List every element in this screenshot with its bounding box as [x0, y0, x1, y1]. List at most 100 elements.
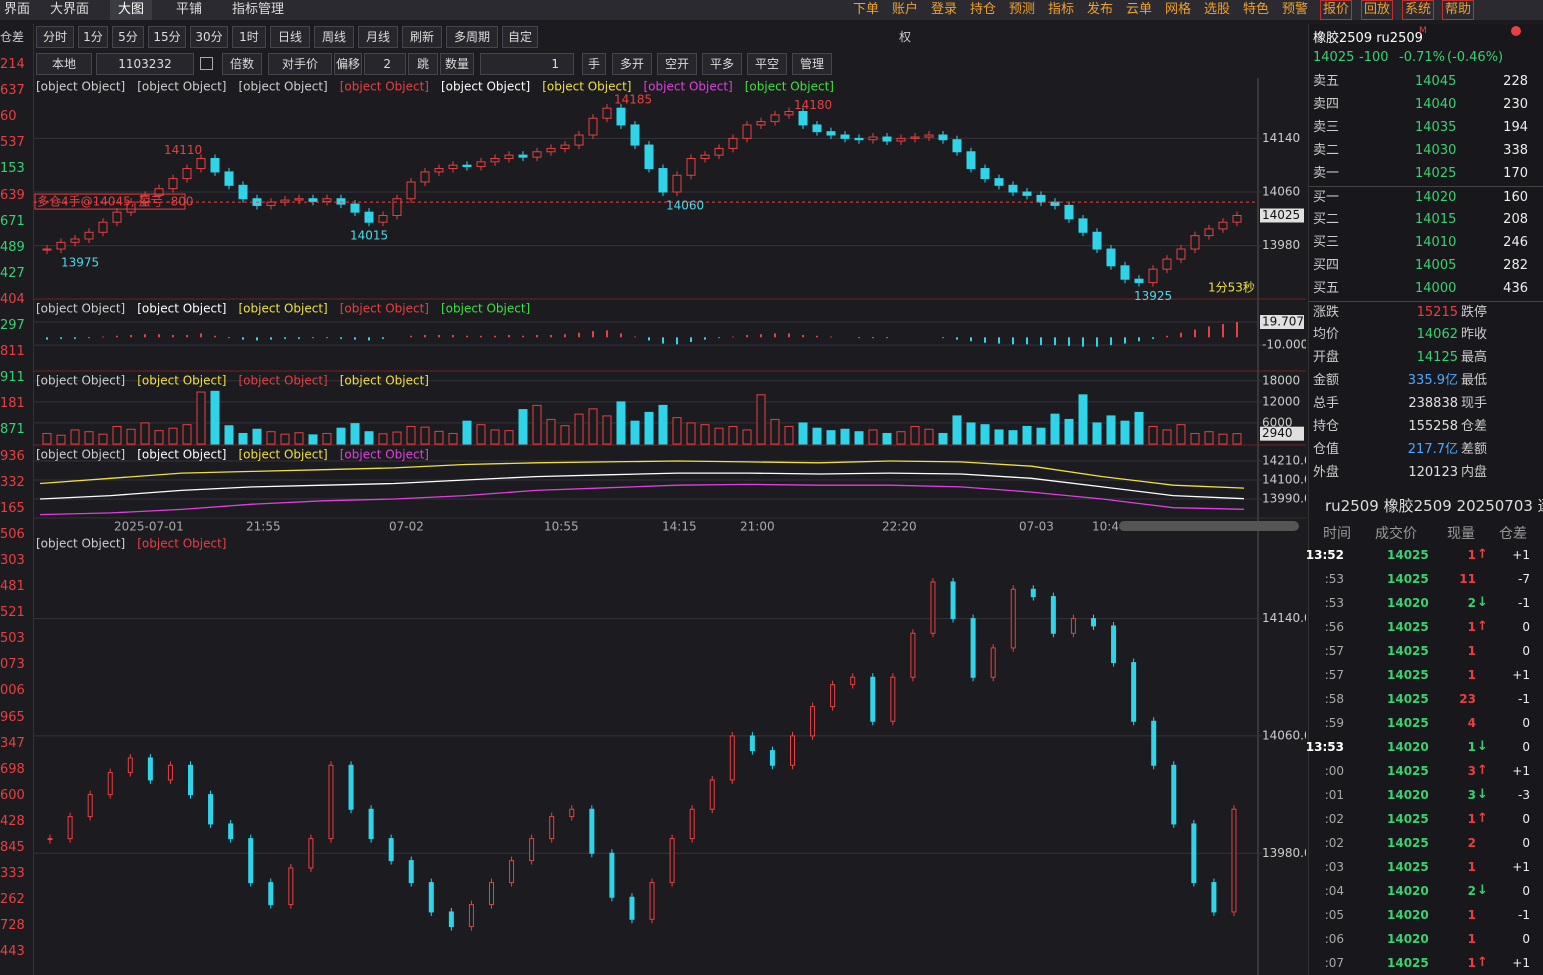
candle [966, 151, 976, 170]
time-label: 22:20 [882, 520, 917, 534]
order-field[interactable]: 对手价 [268, 53, 332, 75]
menu-item[interactable]: 账户 [892, 2, 919, 17]
menu-item[interactable]: 选股 [1204, 2, 1231, 17]
candle [1111, 625, 1117, 664]
left-value: 165 [0, 500, 25, 516]
candle [1162, 258, 1172, 270]
period-button[interactable]: 5分 [112, 26, 144, 48]
order-field[interactable]: 手 [582, 53, 606, 75]
tick-row: :06 14020 1 0 [1309, 928, 1543, 950]
tick-diff: +1 [1512, 548, 1530, 562]
period-button[interactable]: 自定 [502, 26, 538, 48]
menu-item[interactable]: 登录 [931, 2, 958, 17]
menu-item[interactable]: 持仓 [970, 2, 997, 17]
order-button[interactable]: 多开 [612, 53, 652, 75]
candle [549, 816, 555, 840]
tick-arrow: ↑ [1477, 547, 1488, 562]
quote-pct: -0.71% [1399, 50, 1445, 65]
menu-tab[interactable]: 界面 [4, 2, 31, 17]
book-price: 14020 [1415, 190, 1457, 205]
volume-bar [1232, 433, 1242, 445]
volume-bar [966, 422, 976, 445]
left-value: 332 [0, 474, 25, 490]
volume-bar [532, 404, 542, 445]
menu-item[interactable]: 发布 [1087, 2, 1114, 17]
menu-tab[interactable]: 平铺 [176, 2, 203, 17]
order-field[interactable]: 1103232 [96, 53, 194, 75]
tick-row: :02 14025 2 0 [1309, 832, 1543, 854]
period-button[interactable]: 1分 [78, 26, 108, 48]
menu-item[interactable]: 网格 [1165, 2, 1192, 17]
volume-bar [784, 425, 794, 445]
stat-value: 120123 [1408, 465, 1458, 480]
left-value: 537 [0, 135, 25, 151]
y-tick-label: 14060.0 [1262, 728, 1306, 742]
candle [322, 198, 332, 202]
menu-tab[interactable]: 大图 [110, 0, 153, 20]
menu-item[interactable]: 预警 [1282, 2, 1309, 17]
volume-bar [924, 428, 934, 445]
candle [616, 107, 626, 126]
order-button[interactable]: 平空 [747, 53, 787, 75]
y-tick-label: 13980 [1262, 238, 1300, 252]
period-button[interactable]: 1时 [232, 26, 266, 48]
tick-time: :53 [1324, 572, 1344, 586]
candle [448, 911, 454, 928]
period-button[interactable]: 30分 [190, 26, 228, 48]
order-field[interactable]: 本地 [36, 53, 92, 75]
stat-label: 持仓 [1313, 419, 1340, 434]
book-label: 卖三 [1313, 120, 1340, 135]
adjust-button[interactable]: 权 [899, 30, 912, 44]
book-label: 买五 [1313, 281, 1340, 296]
order-button[interactable]: 平多 [702, 53, 742, 75]
candle [1050, 201, 1060, 206]
menu-item[interactable]: 云单 [1126, 2, 1153, 17]
period-button[interactable]: 刷新 [402, 26, 442, 48]
candle [994, 178, 1004, 186]
period-button[interactable]: 日线 [270, 26, 310, 48]
left-value: 214 [0, 57, 25, 72]
order-field[interactable]: 数量 [440, 53, 474, 75]
menu-item[interactable]: 回放 [1361, 0, 1394, 20]
order-field[interactable]: 2 [364, 53, 406, 75]
menu-item[interactable]: 系统 [1402, 0, 1435, 20]
candle [1092, 231, 1102, 250]
candle [658, 168, 668, 193]
period-button[interactable]: 月线 [358, 26, 398, 48]
order-field[interactable]: 1 [480, 53, 574, 75]
price-annotation: 13975 [61, 256, 99, 270]
favorite[interactable] [1511, 26, 1521, 36]
period-button[interactable]: 多周期 [446, 26, 498, 48]
stat-label2: 最高 [1461, 350, 1488, 365]
candle [388, 838, 394, 862]
period-button[interactable]: 分时 [36, 26, 74, 48]
volume-bar [574, 413, 584, 445]
volume-bar [378, 433, 388, 445]
order-field[interactable]: 偏移 [334, 53, 362, 75]
menu-tab[interactable]: 大界面 [50, 2, 90, 17]
menu-item[interactable]: 报价 [1320, 0, 1353, 20]
time-label: 21:00 [740, 520, 775, 534]
menu-tab[interactable]: 指标管理 [232, 2, 285, 17]
menu-item[interactable]: 预测 [1009, 2, 1036, 17]
candle [1030, 588, 1036, 598]
menu-item[interactable]: 特色 [1243, 2, 1270, 17]
order-button[interactable]: 管理 [792, 53, 832, 75]
tick-arrow: ↓ [1477, 595, 1488, 610]
checkbox[interactable] [200, 57, 213, 70]
candle [714, 147, 724, 156]
quote-pct2: (-0.46%) [1447, 50, 1504, 65]
candle [268, 882, 274, 906]
ticks-column: 现量 [1447, 526, 1475, 542]
period-button[interactable]: 15分 [148, 26, 186, 48]
menu-item[interactable]: 帮助 [1442, 0, 1475, 20]
order-field[interactable]: 倍数 [222, 53, 262, 75]
menu-item[interactable]: 下单 [853, 2, 880, 17]
tick-volume: 1 [1467, 812, 1476, 826]
tick-box [1260, 315, 1304, 330]
candle [56, 241, 66, 250]
menu-item[interactable]: 指标 [1048, 2, 1075, 17]
order-field[interactable]: 跳 [408, 53, 438, 75]
order-button[interactable]: 空开 [657, 53, 697, 75]
period-button[interactable]: 周线 [314, 26, 354, 48]
